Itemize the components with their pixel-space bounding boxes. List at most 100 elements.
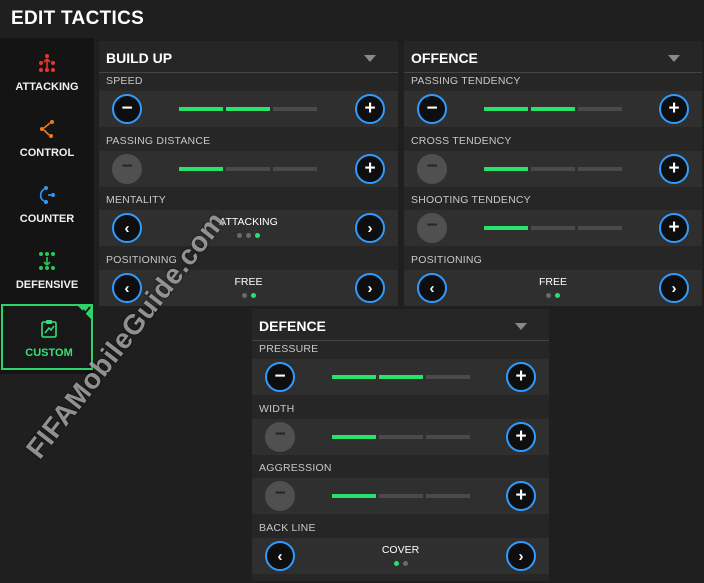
pressure-decrease-button[interactable]: −	[265, 362, 295, 392]
back-line-next-button[interactable]: ›	[506, 541, 536, 571]
offence-title: OFFENCE	[411, 50, 478, 66]
page-dot	[237, 233, 242, 238]
back-line-value: COVER	[381, 544, 420, 556]
build-up-positioning-selector: ‹ FREE ›	[99, 270, 398, 306]
shooting-tendency-level-segment	[531, 226, 575, 230]
positioning-next-button[interactable]: ›	[355, 273, 385, 303]
build-up-header: BUILD UP	[99, 41, 398, 73]
page-dot-active	[393, 561, 399, 566]
aggression-decrease-button[interactable]: −	[265, 481, 295, 511]
build-up-collapse-icon[interactable]	[364, 55, 376, 62]
control-icon	[40, 120, 54, 138]
page-dot	[546, 293, 551, 298]
speed-increase-button[interactable]: +	[355, 94, 385, 124]
page-title: EDIT TACTICS	[11, 8, 145, 29]
cross-tendency-decrease-button[interactable]: −	[417, 154, 447, 184]
cross-tendency-increase-button[interactable]: +	[659, 154, 689, 184]
aggression-level-segment	[379, 494, 423, 498]
offence-collapse-icon[interactable]	[668, 55, 680, 62]
shooting-tendency-level-segment	[484, 226, 528, 230]
positioning-prev-button[interactable]: ‹	[112, 273, 142, 303]
sidebar-item-counter[interactable]: COUNTER	[0, 170, 94, 236]
shooting-tendency-decrease-button[interactable]: −	[417, 213, 447, 243]
speed-label: SPEED	[106, 75, 143, 87]
back-line-prev-button[interactable]: ‹	[265, 541, 295, 571]
speed-decrease-button[interactable]: −	[112, 94, 142, 124]
mentality-prev-button[interactable]: ‹	[112, 213, 142, 243]
passing-distance-control: − +	[99, 151, 398, 187]
aggression-label: AGGRESSION	[259, 462, 332, 474]
custom-icon	[41, 320, 57, 338]
sidebar-item-label: DEFENSIVE	[15, 279, 79, 291]
page-dot	[402, 561, 408, 566]
width-level-segment	[426, 435, 470, 439]
positioning-page-dots	[99, 293, 398, 298]
mentality-value: ATTACKING	[219, 216, 278, 228]
aggression-control: − +	[252, 478, 549, 514]
build-up-title: BUILD UP	[106, 50, 173, 66]
mentality-label: MENTALITY	[106, 194, 166, 206]
page-dot-active	[250, 293, 256, 298]
aggression-increase-button[interactable]: +	[506, 481, 536, 511]
passing-tendency-level-segment	[531, 107, 575, 111]
speed-level-segment	[226, 107, 270, 111]
positioning-label: POSITIONING	[411, 254, 483, 266]
defence-header: DEFENCE	[252, 309, 549, 341]
sidebar-item-label: COUNTER	[19, 213, 75, 225]
counter-icon	[39, 186, 55, 204]
passing-distance-increase-button[interactable]: +	[355, 154, 385, 184]
passing-tendency-label: PASSING TENDENCY	[411, 75, 521, 87]
sidebar-item-attacking[interactable]: ATTACKING	[0, 38, 94, 104]
page-dot-active	[555, 293, 560, 298]
sidebar-item-custom[interactable]: CUSTOM	[1, 304, 93, 370]
back-line-selector: ‹ COVER ›	[252, 538, 549, 574]
sidebar-item-control[interactable]: CONTROL	[0, 104, 94, 170]
positioning-next-button[interactable]: ›	[659, 273, 689, 303]
aggression-level-segment	[426, 494, 470, 498]
width-level-segment	[379, 435, 423, 439]
attacking-icon	[39, 54, 55, 72]
pressure-level-segment	[426, 375, 470, 379]
speed-level-segment	[273, 107, 317, 111]
width-decrease-button[interactable]: −	[265, 422, 295, 452]
back-line-page-dots	[252, 561, 549, 566]
width-control: − +	[252, 419, 549, 455]
defence-panel: DEFENCE PRESSURE − + WIDTH − + AGGRESSIO…	[252, 309, 549, 581]
sidebar-item-label: CONTROL	[19, 147, 75, 159]
aggression-level-segment	[332, 494, 376, 498]
passing-tendency-decrease-button[interactable]: −	[417, 94, 447, 124]
cross-tendency-level-segment	[578, 167, 622, 171]
cross-tendency-level-segment	[531, 167, 575, 171]
offence-header: OFFENCE	[404, 41, 702, 73]
defence-title: DEFENCE	[259, 318, 326, 334]
offence-panel: OFFENCE PASSING TENDENCY − + CROSS TENDE…	[404, 41, 702, 306]
shooting-tendency-increase-button[interactable]: +	[659, 213, 689, 243]
passing-tendency-control: − +	[404, 91, 702, 127]
cross-tendency-label: CROSS TENDENCY	[411, 135, 512, 147]
pressure-label: PRESSURE	[259, 343, 319, 355]
speed-level-segment	[179, 107, 223, 111]
defence-collapse-icon[interactable]	[515, 323, 527, 330]
positioning-page-dots	[404, 293, 702, 298]
page-dot-active	[255, 233, 260, 238]
sidebar-item-label: ATTACKING	[15, 81, 79, 93]
speed-control: − +	[99, 91, 398, 127]
cross-tendency-control: − +	[404, 151, 702, 187]
width-increase-button[interactable]: +	[506, 422, 536, 452]
page-dot	[246, 233, 251, 238]
positioning-prev-button[interactable]: ‹	[417, 273, 447, 303]
tactics-sidebar: ATTACKING CONTROL COUNTER DEFENSIVE	[0, 38, 94, 374]
passing-distance-level-segment	[226, 167, 270, 171]
defensive-icon	[39, 252, 55, 270]
pressure-increase-button[interactable]: +	[506, 362, 536, 392]
shooting-tendency-control: − +	[404, 210, 702, 246]
mentality-selector: ‹ ATTACKING ›	[99, 210, 398, 246]
sidebar-item-label: CUSTOM	[25, 347, 73, 359]
sidebar-item-defensive[interactable]: DEFENSIVE	[0, 236, 94, 302]
passing-tendency-increase-button[interactable]: +	[659, 94, 689, 124]
width-level-segment	[332, 435, 376, 439]
positioning-value: FREE	[538, 276, 567, 288]
pressure-level-segment	[379, 375, 423, 379]
mentality-next-button[interactable]: ›	[355, 213, 385, 243]
passing-distance-decrease-button[interactable]: −	[112, 154, 142, 184]
